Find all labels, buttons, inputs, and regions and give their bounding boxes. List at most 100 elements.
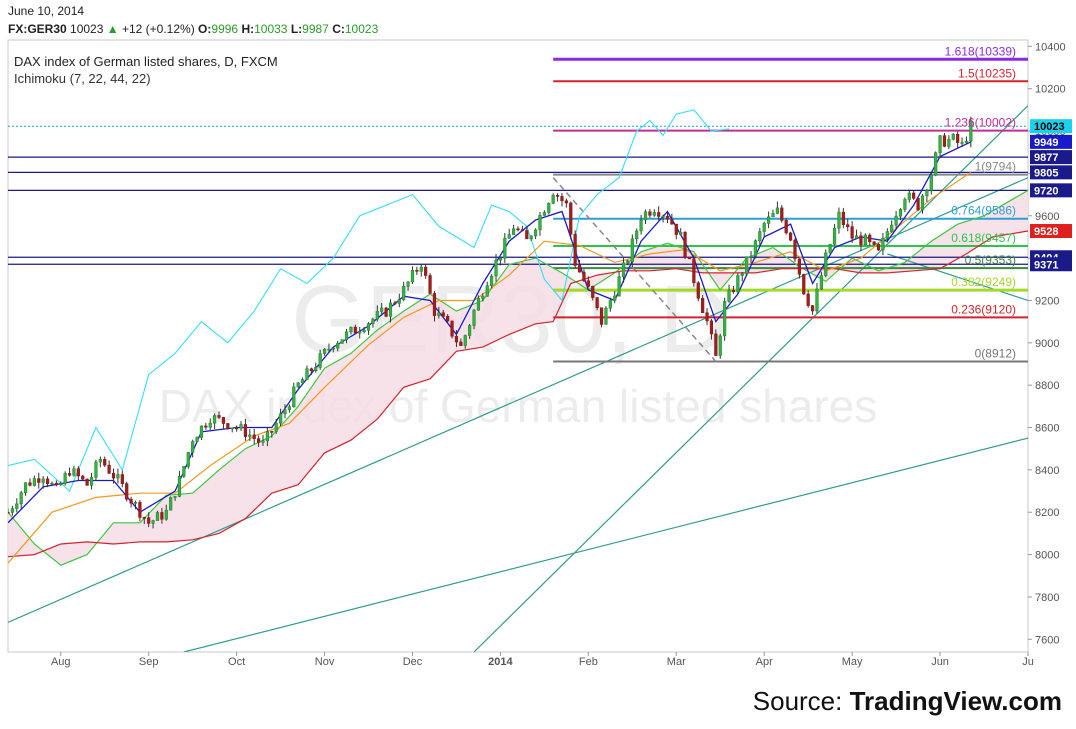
fib-level-label: 0.5(9353) xyxy=(965,253,1016,267)
candle-body xyxy=(322,348,327,354)
candle-body xyxy=(964,140,969,143)
price-tag-label: 9805 xyxy=(1034,167,1058,179)
candle-body xyxy=(204,425,208,428)
candle-body xyxy=(10,508,15,513)
y-tick-label: 10400 xyxy=(1035,41,1066,53)
candle-body xyxy=(8,511,10,514)
candle-body xyxy=(577,265,582,273)
symbol-label[interactable]: FX:GER30 xyxy=(8,22,67,36)
y-tick-label: 7800 xyxy=(1035,592,1059,604)
candle-body xyxy=(749,255,753,258)
candle-body xyxy=(938,135,942,154)
candle-body xyxy=(160,512,164,520)
candle-body xyxy=(446,316,450,322)
price-tag-label: 9371 xyxy=(1034,259,1058,271)
candle-body xyxy=(191,441,195,453)
low-label: L: xyxy=(290,22,303,36)
candle-body xyxy=(683,231,687,258)
y-tick-label: 8200 xyxy=(1035,507,1059,519)
candle-body xyxy=(252,434,256,439)
candle-body xyxy=(859,235,863,246)
candle-body xyxy=(885,231,889,239)
candle-body xyxy=(868,234,872,243)
candle-body xyxy=(366,323,371,331)
candle-body xyxy=(551,194,555,204)
candle-body xyxy=(679,231,683,235)
candle-body xyxy=(828,243,832,254)
candle-body xyxy=(151,520,155,524)
candle-body xyxy=(28,482,32,486)
candle-body xyxy=(226,423,230,429)
price-tag-label: 9528 xyxy=(1034,226,1058,238)
kijun-sen-line xyxy=(8,171,972,564)
candle-body xyxy=(296,382,300,388)
candle-body xyxy=(714,333,718,356)
candle-body xyxy=(463,335,467,346)
low-value: 9987 xyxy=(302,22,329,36)
candle-body xyxy=(107,464,111,474)
candle-body xyxy=(819,275,823,290)
y-tick-label: 8600 xyxy=(1035,423,1059,435)
candle-body xyxy=(195,437,199,442)
candle-body xyxy=(837,211,841,229)
candle-body xyxy=(657,212,661,217)
y-tick-label: 10200 xyxy=(1035,84,1066,96)
price-tag-label: 10023 xyxy=(1034,121,1065,133)
candle-body xyxy=(780,207,784,221)
fib-level-label: 0.382(9249) xyxy=(951,275,1016,289)
plot-area xyxy=(7,39,1029,653)
close-label: C: xyxy=(332,22,345,36)
candle-body xyxy=(243,424,248,437)
candle-body xyxy=(929,174,933,191)
candle-body xyxy=(960,142,964,144)
candle-body xyxy=(331,347,335,350)
candle-body xyxy=(490,275,494,286)
candle-body xyxy=(881,237,885,251)
source-prefix: Source: xyxy=(752,686,850,716)
senkou-span-b-line xyxy=(8,230,1028,558)
y-tick-label: 7600 xyxy=(1035,634,1059,646)
candle-body xyxy=(648,211,652,216)
close-value: 10023 xyxy=(344,22,379,36)
trendline xyxy=(8,177,1028,623)
candle-body xyxy=(912,192,916,199)
x-tick-label: Dec xyxy=(403,656,423,668)
candle-body xyxy=(287,406,291,411)
candle-body xyxy=(731,289,736,293)
candle-body xyxy=(125,483,129,500)
fib-level-label: 0.236(9120) xyxy=(951,302,1016,316)
candle-body xyxy=(920,195,925,211)
high-label: H: xyxy=(241,22,255,36)
candle-body xyxy=(270,431,274,433)
candle-body xyxy=(525,230,529,240)
price-tag-bg xyxy=(1030,150,1072,165)
candle-body xyxy=(841,211,845,225)
candle-body xyxy=(564,200,568,204)
candle-body xyxy=(103,459,107,466)
candle-body xyxy=(424,266,428,276)
candle-body xyxy=(740,273,744,276)
candle-body xyxy=(344,331,349,340)
candle-body xyxy=(32,478,36,486)
candle-body xyxy=(560,196,564,202)
candle-body xyxy=(19,492,23,505)
candle-body xyxy=(533,229,538,237)
y-tick-label: 9200 xyxy=(1035,295,1059,307)
candle-body xyxy=(832,227,837,245)
candle-body xyxy=(925,190,929,197)
candle-body xyxy=(969,120,973,142)
candle-body xyxy=(393,302,397,305)
trendline xyxy=(183,437,1028,652)
price-tag-bg xyxy=(1030,134,1072,149)
candle-body xyxy=(371,318,375,324)
candle-body xyxy=(388,302,393,317)
candle-body xyxy=(485,285,489,297)
candle-body xyxy=(951,133,955,140)
candle-body xyxy=(45,478,50,485)
candle-body xyxy=(846,224,850,227)
candle-body xyxy=(300,379,305,384)
candle-body xyxy=(956,133,960,143)
candle-body xyxy=(248,434,252,437)
source-brand: TradingView.com xyxy=(849,686,1062,716)
